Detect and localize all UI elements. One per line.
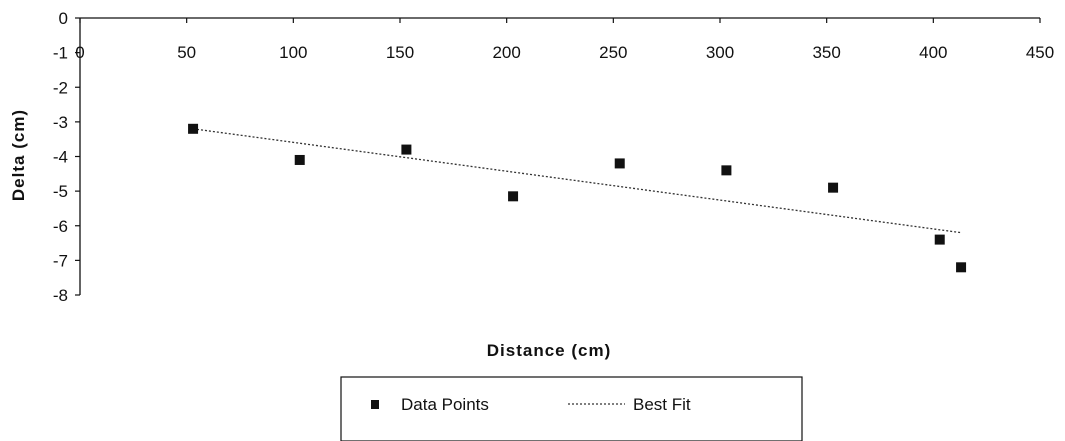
y-tick-label: -7 [53,251,68,270]
x-tick-label: 200 [492,43,520,62]
y-tick-label: -5 [53,182,68,201]
y-tick-label: -3 [53,113,68,132]
data-point [508,191,519,202]
x-tick-label: 450 [1026,43,1054,62]
x-tick-label: 400 [919,43,947,62]
x-tick-label: 150 [386,43,414,62]
legend-marker-data-points [371,400,379,409]
y-tick-label: -1 [53,44,68,63]
legend-label-best-fit: Best Fit [633,395,691,414]
data-point [294,154,305,165]
data-point [721,165,732,176]
y-axis-title: Delta (cm) [9,109,28,201]
data-point [188,123,199,134]
x-tick-label: 100 [279,43,307,62]
legend-label-data-points: Data Points [401,395,489,414]
x-tick-label: 350 [812,43,840,62]
y-tick-label: -8 [53,286,68,305]
y-tick-label: -2 [53,78,68,97]
best-fit-line [192,128,962,234]
legend-box [340,376,803,441]
data-point [956,262,967,273]
data-point [614,158,625,169]
data-point [828,182,839,193]
y-tick-label: 0 [59,9,68,28]
data-point [934,234,945,245]
x-tick-label: 250 [599,43,627,62]
y-tick-label: -6 [53,217,68,236]
y-tick-label: -4 [53,148,68,167]
data-point [401,144,412,155]
x-tick-label: 50 [177,43,196,62]
x-axis-title: Distance (cm) [487,341,611,360]
x-tick-label: 300 [706,43,734,62]
legend: Data Points Best Fit [340,376,803,441]
